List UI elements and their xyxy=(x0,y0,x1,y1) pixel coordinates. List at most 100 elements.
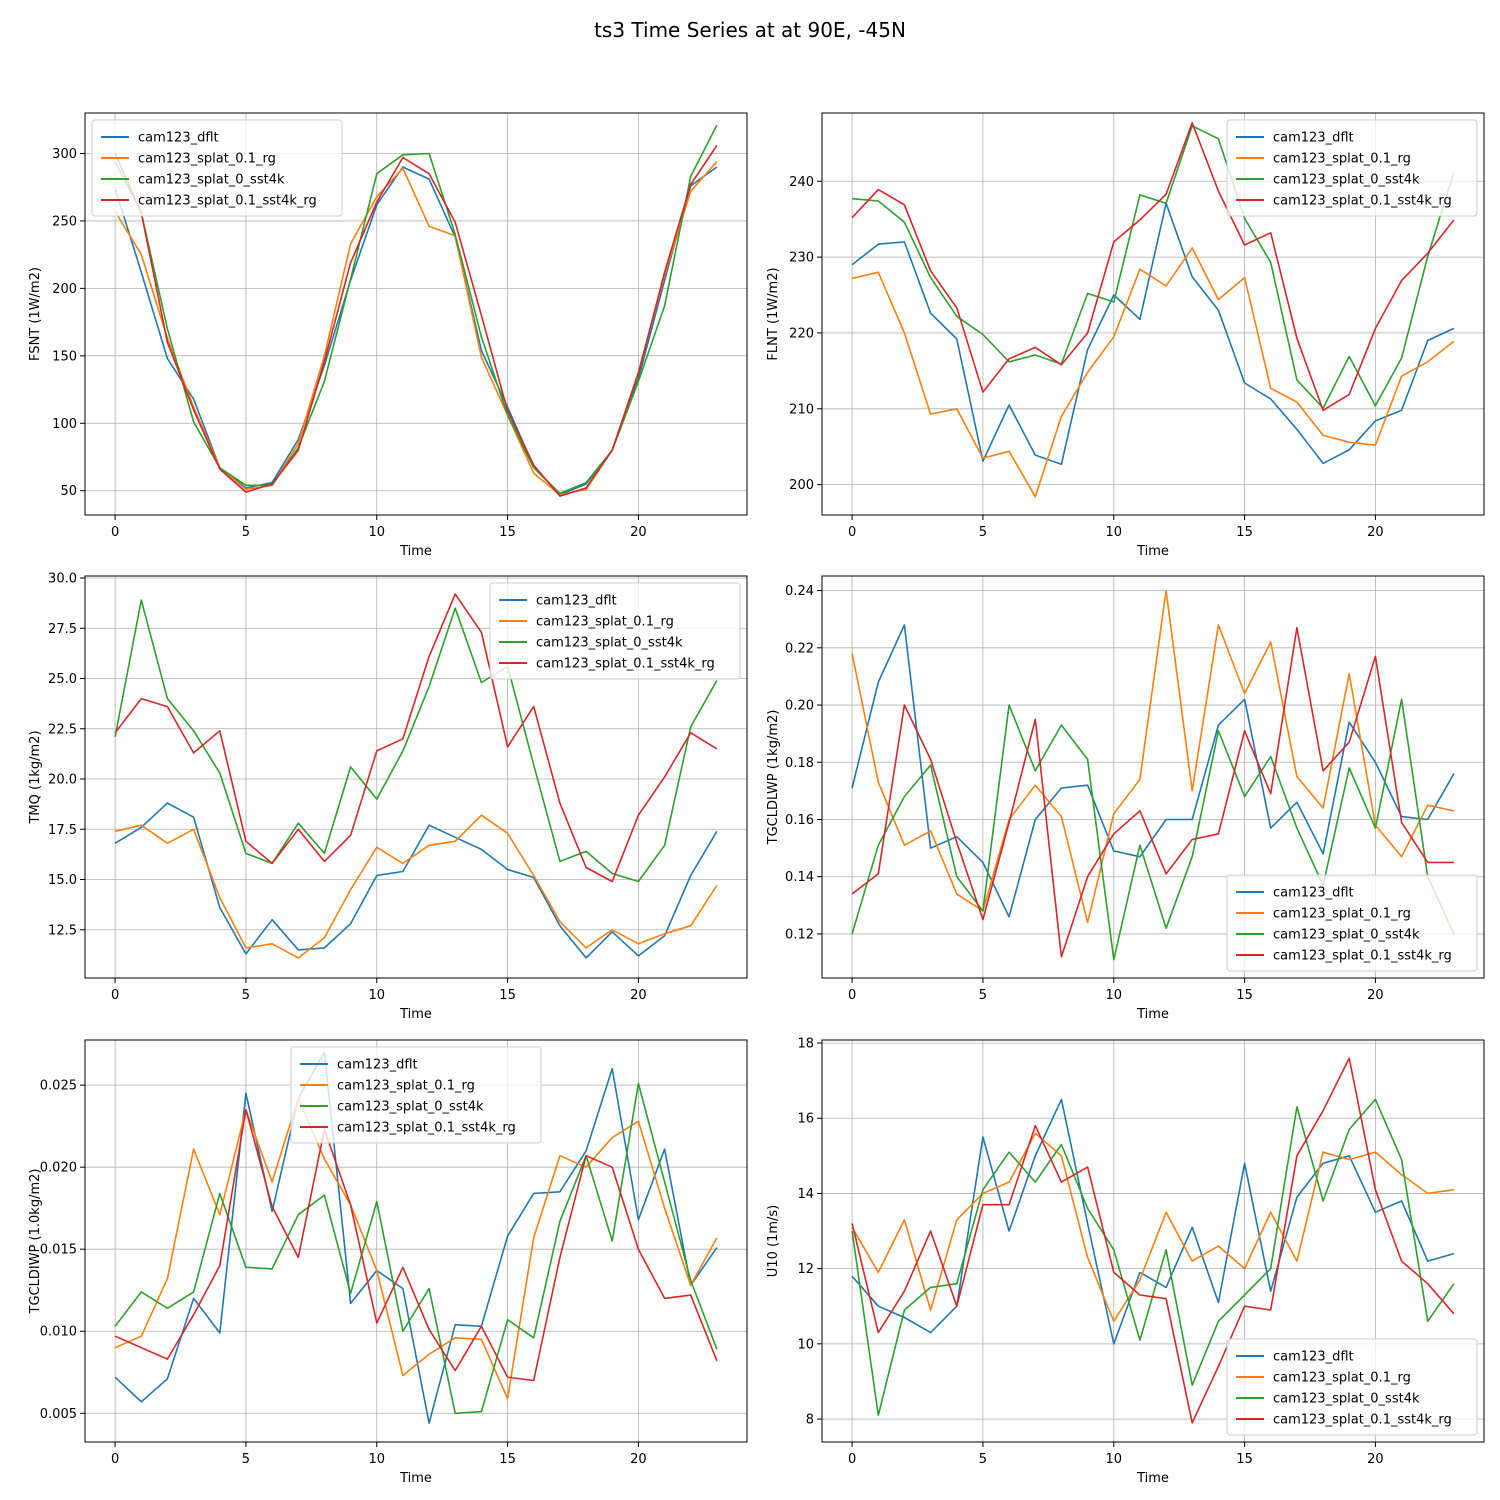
x-tick-label: 15 xyxy=(1236,988,1253,1003)
legend-label: cam123_splat_0.1_sst4k_rg xyxy=(1273,194,1452,209)
legend: cam123_dflt cam123_splat_0.1_rg cam123_spl… xyxy=(290,1046,542,1144)
y-tick-label: 22.5 xyxy=(48,722,77,737)
x-axis-label: Time xyxy=(399,544,432,559)
legend-box xyxy=(1226,119,1478,217)
series-line-cam123-splat-0-1-rg xyxy=(851,247,1455,498)
series-line-cam123-dflt xyxy=(114,1051,718,1424)
y-tick-label: 30.0 xyxy=(48,572,77,587)
series-lines xyxy=(114,124,718,497)
x-tick-label: 10 xyxy=(1105,525,1122,540)
series-line-cam123-splat-0-sst4k xyxy=(851,1098,1455,1417)
y-axis-label: FSNT (1W/m2) xyxy=(28,267,43,361)
legend-box xyxy=(91,119,343,217)
legend-label: cam123_splat_0.1_sst4k_rg xyxy=(138,194,317,209)
y-tick-label: 27.5 xyxy=(48,622,77,637)
y-tick-label: 18 xyxy=(797,1037,814,1052)
figure-title: ts3 Time Series at at 90E, -45N xyxy=(594,18,906,42)
x-tick-label: 0 xyxy=(848,525,856,540)
legend-label: cam123_splat_0_sst4k xyxy=(337,1100,484,1115)
y-tick-label: 300 xyxy=(52,147,77,162)
x-tick-label: 0 xyxy=(848,1452,856,1467)
y-tick-label: 0.22 xyxy=(785,641,814,656)
y-tick-label: 20.0 xyxy=(48,773,77,788)
legend: cam123_dflt cam123_splat_0.1_rg cam123_spl… xyxy=(1226,119,1478,217)
plot-frame xyxy=(821,1039,1485,1443)
x-tick-label: 15 xyxy=(499,988,516,1003)
y-tick-label: 15.0 xyxy=(48,873,77,888)
x-tick-label: 10 xyxy=(1105,988,1122,1003)
legend: cam123_dflt cam123_splat_0.1_rg cam123_spl… xyxy=(1226,874,1478,972)
y-tick-label: 17.5 xyxy=(48,823,77,838)
x-tick-label: 5 xyxy=(979,988,987,1003)
y-tick-label: 150 xyxy=(52,349,77,364)
legend-label: cam123_dflt xyxy=(1273,886,1354,901)
legend: cam123_dflt cam123_splat_0.1_rg cam123_spl… xyxy=(1226,1338,1478,1436)
series-line-cam123-splat-0-sst4k xyxy=(114,1082,718,1415)
plot-frame xyxy=(84,575,748,979)
legend-label: cam123_splat_0.1_rg xyxy=(337,1079,475,1094)
y-tick-label: 240 xyxy=(789,175,814,190)
x-tick-label: 10 xyxy=(368,525,385,540)
series-line-cam123-splat-0-1-sst4k-rg xyxy=(851,122,1455,412)
legend-label: cam123_splat_0.1_rg xyxy=(536,615,674,630)
series-line-cam123-splat-0-1-sst4k-rg xyxy=(114,593,718,883)
x-axis-label: Time xyxy=(399,1007,432,1022)
legend-label: cam123_splat_0.1_sst4k_rg xyxy=(1273,949,1452,964)
legend-box xyxy=(1226,1338,1478,1436)
y-tick-label: 220 xyxy=(789,326,814,341)
y-tick-label: 12 xyxy=(797,1262,814,1277)
y-tick-label: 0.18 xyxy=(785,756,814,771)
x-tick-label: 15 xyxy=(499,1452,516,1467)
x-tick-label: 20 xyxy=(630,1452,647,1467)
axes: 0 5 10 15 20 50 100 150 200 250 300 Time FSNT (1W/m2… xyxy=(28,147,647,559)
legend-label: cam123_dflt xyxy=(337,1058,418,1073)
series-lines xyxy=(851,1057,1455,1424)
series-line-cam123-splat-0-1-rg xyxy=(114,814,718,959)
y-tick-label: 0.025 xyxy=(40,1079,77,1094)
x-tick-label: 0 xyxy=(111,1452,119,1467)
y-tick-label: 8 xyxy=(806,1413,814,1428)
y-tick-label: 200 xyxy=(52,282,77,297)
series-line-cam123-splat-0-1-sst4k-rg xyxy=(114,144,718,497)
x-axis-label: Time xyxy=(1136,1007,1169,1022)
plot-frame xyxy=(84,112,748,516)
x-tick-label: 20 xyxy=(1367,525,1384,540)
y-tick-label: 200 xyxy=(789,478,814,493)
series-line-cam123-splat-0-sst4k xyxy=(851,698,1455,961)
x-tick-label: 15 xyxy=(1236,525,1253,540)
series-line-cam123-splat-0-sst4k xyxy=(114,599,718,883)
legend-label: cam123_dflt xyxy=(536,594,617,609)
x-tick-label: 20 xyxy=(630,525,647,540)
axes: 0 5 10 15 20 12.5 15.0 17.5 20.0 22.5 25.0 27.5 30.0… xyxy=(28,572,647,1022)
legend-label: cam123_dflt xyxy=(1273,131,1354,146)
series-lines xyxy=(851,589,1455,961)
y-tick-label: 10 xyxy=(797,1337,814,1352)
x-tick-label: 10 xyxy=(368,1452,385,1467)
chart-panel-4: 0 5 10 15 20 0.005 0.010 0.015 0.020 0.025 Time TGC… xyxy=(28,1039,748,1486)
y-tick-label: 100 xyxy=(52,417,77,432)
y-tick-label: 0.12 xyxy=(785,927,814,942)
plot-frame xyxy=(821,112,1485,516)
x-tick-label: 5 xyxy=(979,525,987,540)
legend: cam123_dflt cam123_splat_0.1_rg cam123_spl… xyxy=(91,119,343,217)
y-tick-label: 0.24 xyxy=(785,584,814,599)
legend-label: cam123_splat_0.1_sst4k_rg xyxy=(337,1121,516,1136)
x-tick-label: 10 xyxy=(1105,1452,1122,1467)
y-tick-label: 50 xyxy=(60,484,77,499)
y-tick-label: 210 xyxy=(789,402,814,417)
chart-panel-5: 0 5 10 15 20 8 10 12 14 16 18 Time U10 (1m/s) cam123_… xyxy=(766,1037,1485,1486)
x-axis-label: Time xyxy=(1136,544,1169,559)
legend-label: cam123_splat_0.1_sst4k_rg xyxy=(536,657,715,672)
y-tick-label: 0.14 xyxy=(785,870,814,885)
x-tick-label: 20 xyxy=(1367,988,1384,1003)
y-axis-label: TGCLDIWP (1.0kg/m2) xyxy=(28,1169,43,1315)
x-tick-label: 15 xyxy=(499,525,516,540)
x-tick-label: 5 xyxy=(979,1452,987,1467)
x-tick-label: 0 xyxy=(111,988,119,1003)
chart-panel-0: 0 5 10 15 20 50 100 150 200 250 300 Time FSNT (1W/m2… xyxy=(28,112,748,559)
grid xyxy=(85,576,747,978)
y-tick-label: 12.5 xyxy=(48,923,77,938)
series-line-cam123-splat-0-1-sst4k-rg xyxy=(851,626,1454,958)
series-line-cam123-dflt xyxy=(851,202,1455,466)
